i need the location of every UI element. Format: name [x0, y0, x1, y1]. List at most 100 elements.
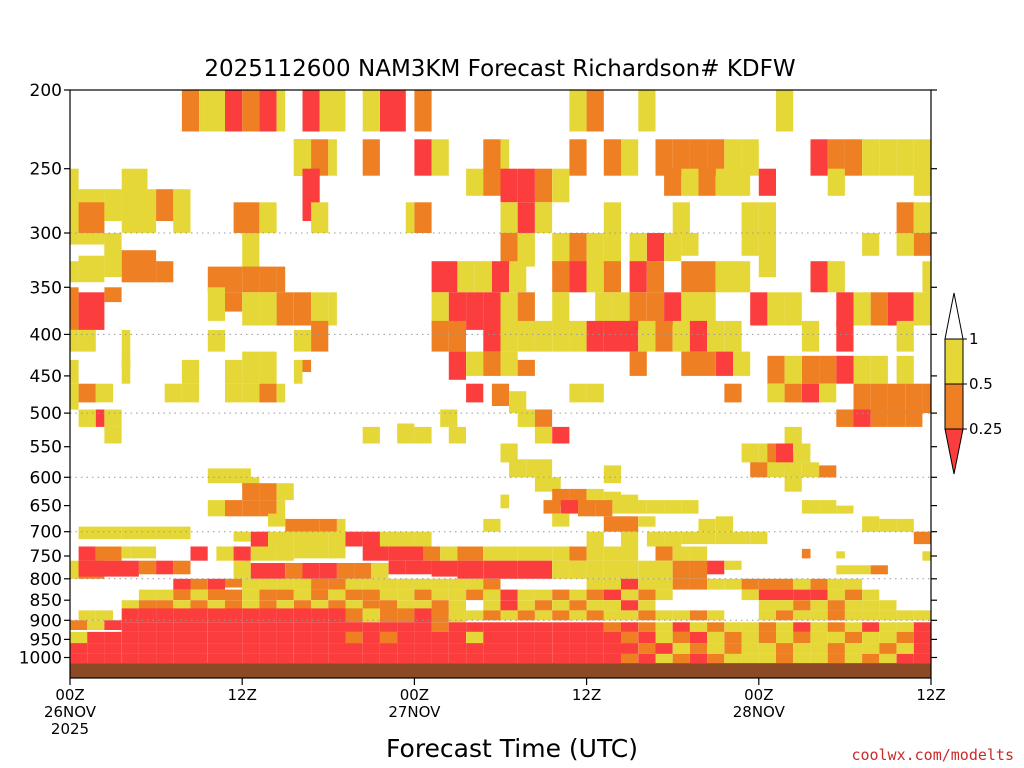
heatmap-cell — [293, 546, 329, 559]
heatmap-cell — [466, 653, 484, 663]
heatmap-cell — [362, 139, 380, 176]
heatmap-cell — [121, 622, 139, 632]
heatmap-cell — [397, 600, 415, 611]
heatmap-cell — [448, 631, 466, 644]
heatmap-cell — [207, 600, 225, 611]
heatmap-cell — [336, 563, 355, 579]
heatmap-cell — [819, 355, 837, 384]
x-tick-label: 26NOV — [44, 703, 97, 721]
heatmap-cell — [104, 409, 122, 427]
heatmap-cell — [655, 653, 673, 663]
heatmap-cell — [621, 600, 639, 611]
heatmap-cell — [707, 631, 725, 644]
heatmap-cell — [242, 483, 260, 501]
heatmap-cell — [603, 465, 621, 484]
heatmap-cell — [190, 643, 208, 654]
heatmap-cell — [870, 565, 888, 575]
heatmap-cell — [853, 383, 871, 414]
heatmap-cell — [457, 560, 484, 579]
heatmap-cell — [819, 500, 837, 514]
heatmap-cell — [448, 622, 466, 632]
heatmap-cell — [500, 653, 518, 663]
heatmap-cell — [466, 578, 484, 590]
heatmap-cell — [276, 653, 294, 663]
heatmap-cell — [319, 90, 346, 132]
heatmap-cell — [259, 292, 277, 326]
heatmap-cell — [689, 578, 708, 590]
heatmap-cell — [517, 168, 535, 203]
heatmap-cell — [569, 653, 587, 663]
heatmap-cell — [819, 465, 837, 478]
heatmap-cell — [380, 531, 415, 547]
heatmap-cell — [225, 600, 243, 611]
heatmap-cell — [707, 622, 725, 632]
heatmap-cell — [707, 320, 725, 352]
heatmap-cell — [646, 531, 665, 547]
heatmap-cell — [500, 233, 518, 267]
heatmap-cell — [457, 261, 475, 293]
heatmap-cell — [225, 589, 243, 601]
heatmap-cell — [784, 462, 802, 478]
heatmap-cell — [225, 631, 243, 644]
heatmap-cell — [896, 233, 914, 256]
heatmap-cell — [758, 631, 776, 644]
heatmap-cell — [552, 610, 570, 621]
heatmap-cell — [448, 608, 466, 623]
heatmap-cell — [517, 653, 535, 663]
heatmap-cells — [70, 90, 931, 663]
heatmap-cell — [741, 443, 759, 463]
heatmap-cell — [276, 546, 294, 561]
heatmap-cell — [569, 320, 587, 352]
y-tick-label: 950 — [30, 630, 62, 650]
y-tick-label: 300 — [30, 224, 62, 244]
heatmap-cell — [621, 589, 639, 601]
heatmap-cell — [517, 202, 535, 233]
heatmap-cell — [707, 560, 725, 575]
heatmap-cell — [397, 589, 415, 601]
heatmap-cell — [784, 426, 802, 444]
heatmap-cell — [345, 608, 363, 623]
heatmap-cell — [431, 589, 449, 601]
heatmap-cell — [104, 653, 122, 663]
heatmap-cell — [836, 292, 854, 326]
heatmap-cell — [715, 531, 733, 545]
heatmap-cell — [569, 139, 587, 176]
heatmap-cell — [328, 139, 337, 176]
heatmap-cell — [440, 546, 458, 561]
heatmap-cell — [121, 653, 139, 663]
y-axis: 200 250 300 350 400 450 500 550 600 650 700 750 8008… — [19, 81, 937, 669]
heatmap-cell — [552, 560, 570, 579]
y-tick-label: 1000 — [19, 649, 62, 669]
heatmap-cell — [879, 653, 897, 663]
heatmap-cell — [603, 653, 621, 663]
heatmap-cell — [733, 261, 751, 293]
heatmap-cell — [603, 589, 621, 601]
heatmap-cell — [638, 320, 656, 352]
heatmap-cell — [810, 653, 828, 663]
heatmap-cell — [603, 261, 621, 293]
heatmap-cell — [225, 500, 243, 517]
heatmap-cell — [646, 233, 665, 262]
heatmap-cell — [448, 653, 466, 663]
heatmap-cell — [388, 560, 406, 575]
heatmap-cell — [70, 330, 79, 352]
heatmap-cell — [603, 320, 621, 352]
heatmap-cell — [500, 643, 518, 654]
heatmap-cell — [810, 578, 828, 590]
heatmap-cell — [758, 622, 776, 632]
y-tick-label: 700 — [30, 523, 62, 543]
heatmap-cell — [793, 578, 811, 590]
heatmap-cell — [259, 578, 277, 590]
heatmap-cell — [225, 653, 243, 663]
heatmap-cell — [603, 516, 621, 532]
heatmap-cell — [784, 477, 802, 492]
heatmap-cell — [552, 513, 570, 527]
heatmap-cell — [311, 139, 329, 176]
heatmap-cell — [750, 292, 768, 326]
heatmap-cell — [750, 462, 768, 478]
heatmap-cell — [457, 546, 484, 561]
heatmap-cell — [655, 610, 673, 621]
heatmap-cell — [173, 643, 191, 654]
heatmap-cell — [810, 631, 828, 644]
heatmap-cell — [836, 551, 845, 559]
